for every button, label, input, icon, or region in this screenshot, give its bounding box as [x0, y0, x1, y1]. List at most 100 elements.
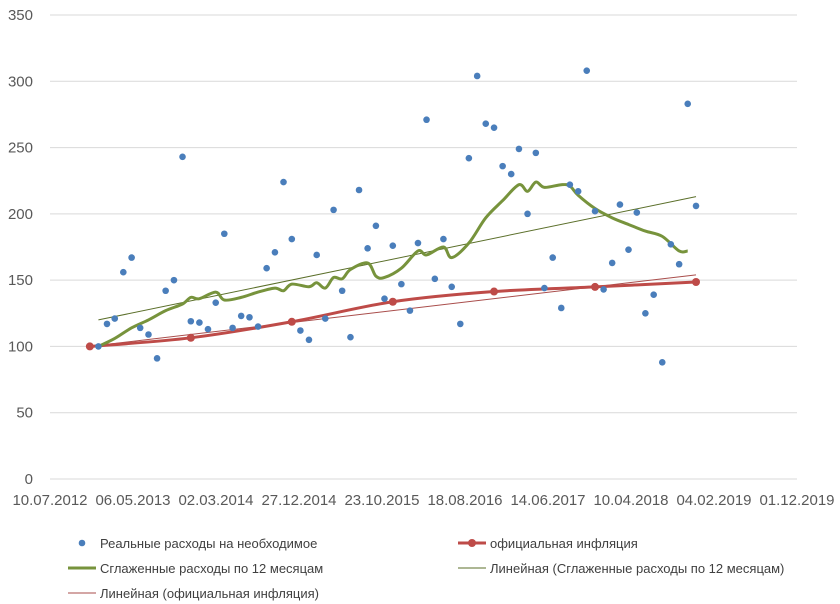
spending-point — [305, 336, 313, 344]
inflation-point — [692, 277, 701, 286]
x-tick-label: 02.03.2014 — [178, 492, 253, 509]
spending-point — [170, 276, 178, 284]
spending-point — [204, 325, 212, 333]
spending-point — [456, 320, 464, 328]
series-lines — [89, 180, 697, 348]
spending-point — [431, 275, 439, 283]
spending-point — [448, 283, 456, 291]
spending-point — [288, 235, 296, 243]
spending-point — [280, 178, 287, 186]
spending-point — [642, 309, 649, 317]
inflation-point — [287, 317, 296, 326]
legend-label: Линейная (Сглаженные расходы по 12 месяц… — [490, 561, 784, 576]
spending-point — [313, 251, 321, 259]
spending-point — [625, 246, 632, 253]
spending-point — [381, 295, 388, 303]
smoothed-spending-line — [97, 180, 688, 348]
spending-point — [675, 260, 683, 268]
spending-point — [355, 186, 363, 194]
spending-point — [608, 259, 616, 267]
x-tick-label: 01.12.2019 — [759, 492, 834, 509]
spending-point — [465, 154, 473, 162]
spending-point — [221, 230, 228, 238]
spending-point — [246, 313, 253, 321]
spending-point — [684, 100, 692, 108]
legend-marker — [78, 539, 86, 547]
spending-point — [490, 124, 498, 131]
y-tick-label: 100 — [8, 338, 33, 355]
spending-point — [95, 343, 102, 350]
spending-point — [229, 324, 236, 332]
y-tick-label: 350 — [8, 7, 33, 24]
trend-lines — [89, 196, 697, 347]
legend-label: официальная инфляция — [490, 536, 638, 551]
y-tick-label: 250 — [8, 140, 33, 157]
spending-point — [658, 359, 666, 366]
spending-point — [364, 245, 371, 252]
spending-point — [499, 162, 506, 170]
spending-point — [297, 327, 304, 334]
spending-point — [524, 210, 531, 218]
x-tick-label: 18.08.2016 — [427, 492, 502, 509]
spending-point — [128, 254, 135, 261]
spending-point — [389, 242, 397, 249]
spending-point — [263, 264, 270, 272]
spending-point — [111, 315, 119, 322]
spending-point — [541, 284, 548, 292]
inflation-point — [591, 282, 600, 291]
legend-label: Линейная (официальная инфляция) — [100, 586, 319, 601]
gridlines — [50, 14, 797, 414]
y-tick-label: 200 — [8, 206, 33, 223]
legend-label: Сглаженные расходы по 12 месяцам — [100, 561, 323, 576]
spending-point — [153, 355, 161, 362]
legend-label: Реальные расходы на необходимое — [100, 536, 317, 551]
spending-point — [692, 202, 700, 210]
legend: Реальные расходы на необходимое официальн… — [68, 536, 784, 601]
spending-point — [120, 268, 127, 276]
series-markers — [85, 67, 701, 366]
spending-point — [136, 324, 144, 332]
spending-point — [515, 145, 523, 153]
spending-point — [650, 291, 657, 299]
x-tick-label: 04.02.2019 — [676, 492, 751, 509]
legend-item: Линейная (официальная инфляция) — [68, 586, 319, 601]
inflation-point — [85, 342, 94, 351]
spending-point — [583, 67, 591, 74]
legend-item: официальная инфляция — [458, 536, 638, 551]
spending-point — [338, 287, 346, 295]
spending-point — [347, 333, 354, 341]
spending-point — [414, 239, 422, 247]
spending-point — [633, 209, 641, 216]
y-tick-label: 150 — [8, 272, 33, 289]
x-tick-label: 23.10.2015 — [344, 492, 419, 509]
x-tick-label: 10.04.2018 — [593, 492, 668, 509]
spending-point — [532, 149, 540, 157]
legend-item: Сглаженные расходы по 12 месяцам — [68, 561, 323, 576]
spending-point — [145, 331, 152, 338]
spending-point — [549, 254, 557, 261]
spending-point — [557, 304, 565, 312]
spending-point — [507, 170, 515, 178]
spending-point — [667, 241, 675, 248]
spending-point — [196, 319, 203, 326]
y-tick-label: 300 — [8, 73, 33, 90]
inflation-point — [388, 297, 397, 306]
legend-item: Линейная (Сглаженные расходы по 12 месяц… — [458, 561, 784, 576]
x-tick-label: 10.07.2012 — [12, 492, 87, 509]
spending-point — [566, 181, 574, 188]
spending-point — [179, 153, 186, 161]
spending-point — [330, 206, 337, 214]
spending-point — [574, 188, 582, 195]
spending-point — [212, 299, 220, 306]
spending-point — [372, 222, 380, 230]
spending-point — [423, 116, 430, 124]
spending-point — [103, 320, 111, 328]
legend-item: Реальные расходы на необходимое — [78, 536, 317, 551]
spending-point — [600, 286, 607, 293]
y-tick-label: 50 — [16, 405, 33, 422]
inflation-point — [186, 333, 195, 342]
spending-point — [440, 235, 447, 243]
x-tick-label: 27.12.2014 — [261, 492, 336, 509]
x-tick-label: 06.05.2013 — [95, 492, 170, 509]
